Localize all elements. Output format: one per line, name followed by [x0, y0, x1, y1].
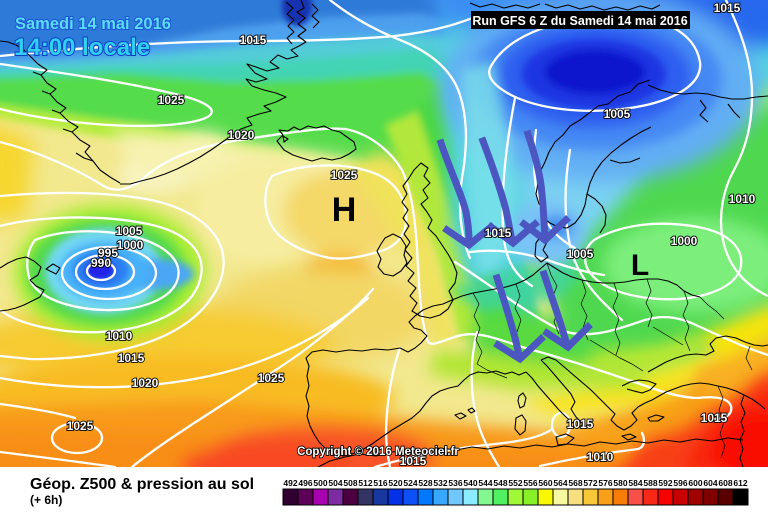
svg-text:596: 596 — [673, 478, 687, 488]
svg-text:Run GFS 6 Z du Samedi 14 mai 2: Run GFS 6 Z du Samedi 14 mai 2016 — [472, 14, 687, 28]
svg-text:1015: 1015 — [240, 33, 267, 47]
svg-text:504: 504 — [328, 478, 342, 488]
svg-text:524: 524 — [403, 478, 417, 488]
svg-text:540: 540 — [463, 478, 477, 488]
svg-text:1020: 1020 — [228, 128, 255, 142]
svg-text:Géop. Z500 & pression au sol: Géop. Z500 & pression au sol — [30, 476, 254, 493]
svg-text:580: 580 — [613, 478, 627, 488]
svg-text:1005: 1005 — [604, 107, 631, 121]
svg-text:560: 560 — [538, 478, 552, 488]
svg-text:1015: 1015 — [701, 411, 728, 425]
svg-text:1015: 1015 — [400, 454, 427, 468]
svg-text:1025: 1025 — [331, 168, 358, 182]
svg-text:L: L — [631, 249, 649, 282]
svg-text:600: 600 — [688, 478, 702, 488]
svg-text:528: 528 — [418, 478, 432, 488]
svg-text:584: 584 — [628, 478, 642, 488]
svg-text:492: 492 — [283, 478, 297, 488]
svg-text:1025: 1025 — [67, 419, 94, 433]
svg-text:604: 604 — [703, 478, 717, 488]
svg-text:1010: 1010 — [106, 329, 133, 343]
svg-text:556: 556 — [523, 478, 537, 488]
svg-text:1000: 1000 — [117, 238, 144, 252]
svg-text:572: 572 — [583, 478, 597, 488]
svg-text:552: 552 — [508, 478, 522, 488]
svg-text:(+ 6h): (+ 6h) — [30, 493, 62, 507]
svg-text:1010: 1010 — [587, 450, 614, 464]
svg-text:1000: 1000 — [671, 234, 698, 248]
svg-text:500: 500 — [313, 478, 327, 488]
svg-text:1025: 1025 — [158, 93, 185, 107]
svg-text:1010: 1010 — [729, 192, 756, 206]
svg-text:612: 612 — [733, 478, 747, 488]
svg-text:592: 592 — [658, 478, 672, 488]
svg-text:14:00 locale: 14:00 locale — [14, 34, 150, 61]
svg-text:Samedi 14 mai 2016: Samedi 14 mai 2016 — [15, 15, 171, 33]
svg-text:995: 995 — [98, 246, 118, 260]
svg-text:1005: 1005 — [116, 224, 143, 238]
svg-text:520: 520 — [388, 478, 402, 488]
svg-text:544: 544 — [478, 478, 492, 488]
svg-text:1005: 1005 — [567, 247, 594, 261]
svg-text:548: 548 — [493, 478, 507, 488]
svg-text:588: 588 — [643, 478, 657, 488]
svg-text:1015: 1015 — [714, 1, 741, 15]
svg-text:608: 608 — [718, 478, 732, 488]
svg-text:1015: 1015 — [485, 226, 512, 240]
svg-text:1025: 1025 — [258, 371, 285, 385]
svg-text:576: 576 — [598, 478, 612, 488]
svg-text:1015: 1015 — [567, 417, 594, 431]
svg-text:1015: 1015 — [118, 351, 145, 365]
svg-text:496: 496 — [298, 478, 312, 488]
svg-text:532: 532 — [433, 478, 447, 488]
svg-text:H: H — [332, 191, 357, 229]
svg-text:568: 568 — [568, 478, 582, 488]
svg-text:536: 536 — [448, 478, 462, 488]
svg-text:1020: 1020 — [132, 376, 159, 390]
svg-text:990: 990 — [91, 256, 111, 270]
svg-text:512: 512 — [358, 478, 372, 488]
svg-text:Copyright © 2016 Meteociel.fr: Copyright © 2016 Meteociel.fr — [297, 446, 459, 458]
svg-text:508: 508 — [343, 478, 357, 488]
svg-text:516: 516 — [373, 478, 387, 488]
svg-text:564: 564 — [553, 478, 567, 488]
